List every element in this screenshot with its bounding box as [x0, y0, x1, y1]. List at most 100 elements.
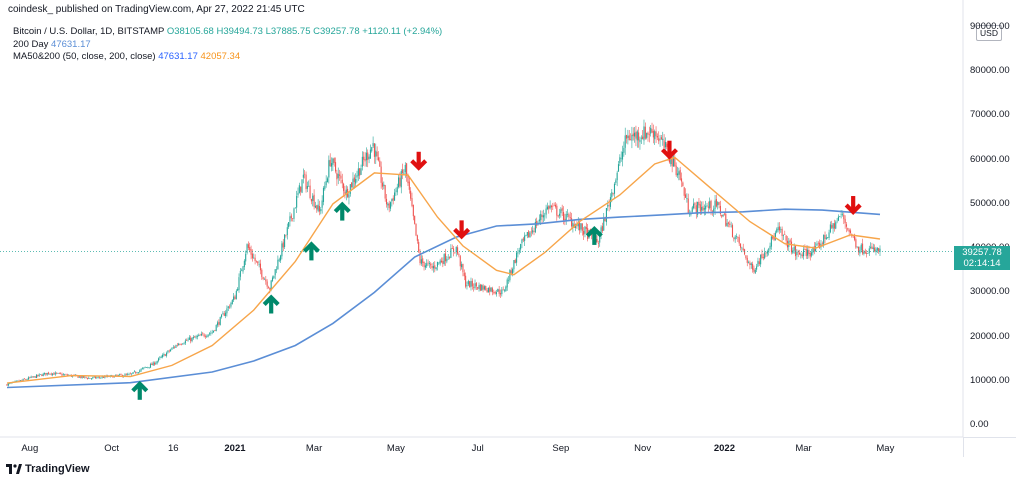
up-arrow — [302, 241, 320, 261]
candle-body — [336, 172, 338, 180]
candle-body — [233, 296, 235, 301]
candle-body — [655, 131, 657, 137]
candle-body — [241, 270, 243, 272]
currency-button[interactable]: USD — [976, 25, 1002, 41]
y-tick-label: 70000.00 — [970, 109, 1010, 121]
tradingview-logo[interactable]: TradingView — [6, 463, 90, 475]
candle-body — [355, 178, 357, 184]
candle-body — [579, 222, 581, 231]
candle-body — [282, 242, 284, 248]
ma200-legend-label: 200 Day — [13, 38, 49, 50]
candle-body — [166, 352, 168, 356]
candle-body — [714, 200, 716, 210]
candle-body — [85, 376, 87, 378]
candle-body — [600, 227, 602, 235]
candle-body — [238, 277, 240, 290]
candle-body — [774, 232, 776, 240]
arrow-annotations — [131, 140, 862, 400]
candle-body — [202, 333, 204, 335]
down-arrow — [453, 220, 471, 240]
candle-body — [329, 159, 331, 167]
candle-body — [513, 260, 515, 270]
candle-body — [703, 208, 705, 210]
candle-body — [469, 281, 471, 288]
candle-body — [639, 139, 641, 143]
candle-body — [375, 150, 377, 157]
candle-body — [584, 226, 586, 234]
last-price-value: 39257.78 — [962, 247, 1002, 258]
candle-body — [741, 247, 743, 249]
candle-body — [435, 267, 437, 270]
candle-body — [490, 287, 492, 292]
candle-body — [632, 133, 634, 137]
candle-body — [529, 232, 531, 238]
candle-body — [275, 269, 278, 271]
candle-body — [314, 205, 316, 208]
candle-body — [25, 379, 27, 380]
candle-body — [119, 374, 121, 376]
candle-body — [6, 384, 8, 386]
candle-body — [360, 168, 362, 175]
candle-body — [318, 206, 321, 212]
candle-body — [84, 376, 86, 378]
candle-body — [824, 234, 826, 239]
candle-body — [556, 205, 558, 216]
candle-body — [760, 254, 762, 265]
candle-body — [524, 235, 526, 241]
candle-body — [501, 289, 503, 295]
candle-body — [577, 222, 579, 227]
up-arrow — [131, 380, 149, 400]
candle-body — [509, 269, 511, 281]
candle-body — [21, 380, 23, 381]
candle-body — [352, 178, 354, 188]
candle-body — [481, 284, 483, 291]
candle-body — [832, 223, 834, 229]
candle-body — [345, 189, 347, 196]
candle-body — [470, 281, 472, 287]
candle-body — [26, 379, 28, 380]
x-tick-label: Sep — [552, 443, 570, 454]
candle-body — [267, 287, 270, 289]
candle-body — [604, 218, 606, 222]
candle-body — [514, 259, 516, 264]
candle-body — [765, 252, 767, 254]
candle-body — [285, 235, 287, 236]
candle-body — [257, 261, 259, 264]
candle-body — [403, 172, 405, 174]
candle-body — [145, 367, 148, 368]
candle-body — [365, 152, 367, 161]
candle-body — [512, 269, 514, 274]
candle-body — [380, 166, 382, 183]
candle-body — [749, 262, 751, 265]
candle-body — [518, 250, 520, 252]
candle-body — [505, 286, 507, 292]
x-tick-label: Oct — [104, 443, 119, 454]
candle-body — [603, 217, 605, 231]
candle-body — [750, 263, 752, 266]
y-tick-label: 90000.00 — [970, 20, 1010, 32]
candle-body — [798, 252, 801, 255]
candle-body — [357, 168, 359, 176]
candle-body — [186, 340, 188, 341]
candle-body — [528, 231, 530, 238]
candle-body — [848, 229, 850, 232]
candle-body — [541, 214, 543, 218]
candle-body — [485, 285, 487, 291]
candle-body — [316, 205, 318, 210]
candle-body — [730, 225, 732, 227]
candle-body — [808, 250, 810, 255]
candle-body — [34, 376, 36, 378]
candle-body — [159, 357, 161, 359]
candle-body — [754, 269, 756, 273]
candle-body — [96, 377, 98, 379]
candle-body — [188, 337, 190, 340]
candle-body — [748, 262, 750, 263]
candle-body — [817, 242, 819, 244]
candle-body — [738, 237, 740, 244]
candle-body — [628, 135, 630, 141]
candle-body — [825, 237, 827, 240]
candle-body — [308, 186, 310, 187]
candle-body — [160, 356, 162, 358]
candle-body — [458, 254, 460, 256]
